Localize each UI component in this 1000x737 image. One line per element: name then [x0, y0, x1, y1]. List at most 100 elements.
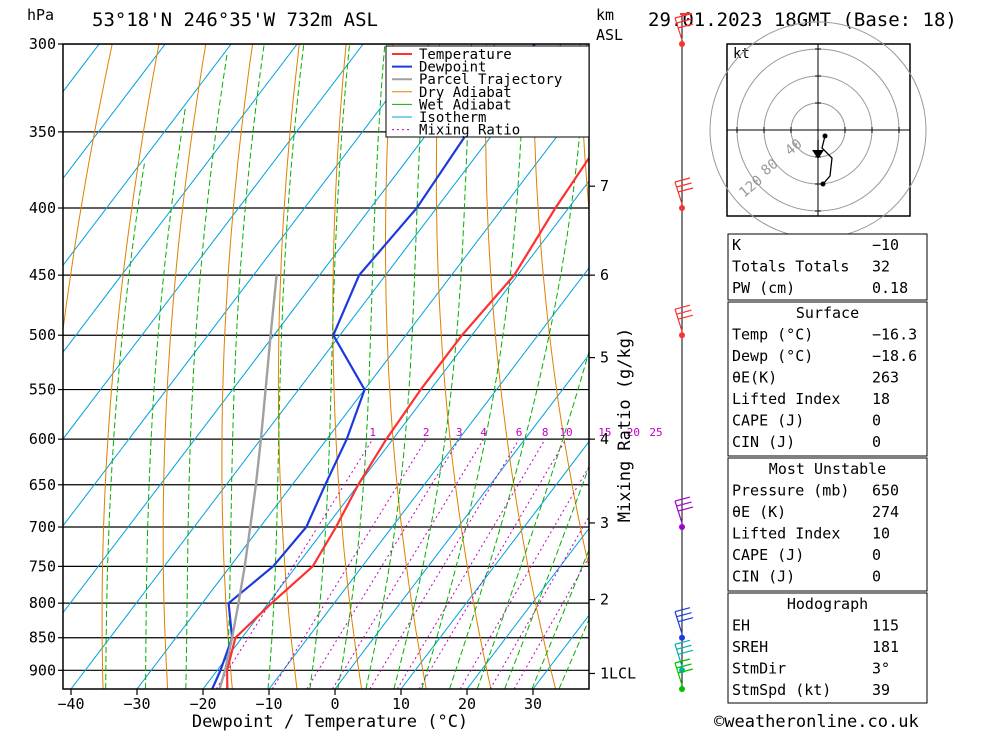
- dry-adiabat-line: [435, 44, 492, 689]
- mixing-ratio-line: [369, 438, 520, 689]
- pressure-tick-label: 300: [29, 35, 56, 53]
- wet-adiabat-line: [337, 44, 386, 689]
- legend-entry: Parcel Trajectory: [419, 72, 562, 88]
- legend-entry: Mixing Ratio: [419, 123, 520, 139]
- wind-barb-shaft: [674, 662, 683, 686]
- dry-adiabat-line: [162, 44, 207, 689]
- km-tick-label: 4: [600, 430, 609, 448]
- wind-barb-feather: [677, 314, 694, 320]
- wind-level-dot: [679, 332, 685, 339]
- mixing-ratio-label: 20: [627, 426, 640, 439]
- wind-barb-feather: [674, 304, 691, 310]
- isotherm-line: [334, 353, 589, 689]
- wind-barb-feather: [676, 644, 692, 650]
- copyright-text: ©weatheronline.co.uk: [714, 712, 919, 732]
- wet-adiabat-line: [309, 44, 351, 689]
- pressure-tick-label: 900: [29, 661, 56, 679]
- table-row-value: −10: [872, 236, 899, 254]
- wind-barb-feather: [676, 309, 692, 315]
- mixing-ratio-label: 15: [598, 426, 611, 439]
- dry-adiabat-line: [484, 44, 557, 689]
- temp-tick-label: 20: [458, 695, 476, 713]
- pressure-unit-label: hPa: [27, 6, 54, 24]
- legend-entry: Isotherm: [419, 110, 486, 126]
- wind-barb-feather: [676, 612, 692, 618]
- mixing-ratio-line: [271, 438, 427, 689]
- legend-entry: Dewpoint: [419, 60, 486, 76]
- mixing-ratio-label: 2: [423, 426, 430, 439]
- wet-adiabat-line: [267, 44, 305, 689]
- table-row-value: 0: [872, 568, 881, 586]
- dry-adiabat-line: [532, 44, 589, 570]
- table-row-value: 115: [872, 617, 899, 635]
- storm-motion-arrow: [812, 150, 824, 159]
- mixing-ratio-label: 25: [649, 426, 662, 439]
- asl-unit-label: ASL: [596, 26, 623, 44]
- legend-entry: Wet Adiabat: [419, 97, 512, 113]
- table-row-value: 0: [872, 412, 881, 430]
- temp-tick-label: −20: [189, 695, 216, 713]
- km-tick-label: 5: [600, 349, 609, 367]
- mixing-ratio-label: 6: [516, 426, 523, 439]
- mixing-ratio-label: 3: [456, 426, 463, 439]
- wind-barb-shaft: [674, 309, 683, 332]
- table-row-label: K: [732, 236, 741, 254]
- table-row-label: θE (K): [732, 503, 786, 521]
- isotherm-line: [70, 44, 562, 689]
- table-row-label: EH: [732, 617, 750, 635]
- pressure-tick-label: 400: [29, 199, 56, 217]
- table-row-label: CIN (J): [732, 433, 795, 451]
- location-title: 53°18'N 246°35'W 732m ASL: [92, 9, 378, 31]
- dry-adiabat-line: [385, 44, 427, 689]
- wind-barb-feather: [677, 506, 694, 512]
- table-row-value: 181: [872, 638, 899, 656]
- wind-level-dot: [679, 686, 685, 692]
- isotherm-line: [63, 44, 430, 527]
- wind-barb-feather: [674, 607, 691, 613]
- wet-adiabat-line: [393, 44, 473, 689]
- table-row-value: 263: [872, 369, 899, 387]
- temp-tick-label: 30: [524, 695, 542, 713]
- table-row-label: Temp (°C): [732, 326, 813, 344]
- mixing-ratio-line: [215, 438, 374, 689]
- dry-adiabat-line: [63, 44, 113, 334]
- table-row-value: −18.6: [872, 347, 917, 365]
- wind-barb-feather: [677, 668, 694, 674]
- table-section: [727, 233, 928, 301]
- table-row-label: StmSpd (kt): [732, 681, 831, 699]
- wind-barb-feather: [674, 658, 691, 664]
- temp-tick-label: 0: [330, 695, 339, 713]
- mixing-ratio-line: [306, 438, 460, 689]
- table-row-value: −16.3: [872, 326, 917, 344]
- wind-barb-feather: [674, 496, 691, 502]
- wind-barb-feather: [674, 639, 691, 645]
- profile-lines: [211, 44, 589, 689]
- wind-barb-feather: [677, 187, 694, 193]
- isotherm-line: [268, 267, 589, 689]
- table-row-label: SREH: [732, 638, 768, 656]
- dry-adiabat-line: [101, 44, 160, 689]
- wind-barb-feather: [676, 663, 692, 669]
- mixing-ratio-line: [459, 465, 589, 689]
- isotherm-line: [63, 44, 166, 180]
- wind-barb-feather: [674, 177, 691, 183]
- pressure-tick-label: 750: [29, 557, 56, 575]
- temp-tick-label: −40: [57, 695, 84, 713]
- hodograph-table-title: Hodograph: [787, 595, 868, 613]
- table-row-value: 3°: [872, 660, 890, 678]
- dry-adiabat-line: [221, 44, 254, 689]
- isotherm-line: [400, 440, 589, 689]
- isotherm-line: [466, 527, 589, 689]
- hodograph-trace: [821, 135, 833, 185]
- hodograph-point: [820, 181, 826, 187]
- km-tick-label: 6: [600, 266, 609, 284]
- legend-entry: Dry Adiabat: [419, 85, 512, 101]
- wet-adiabat-line: [185, 53, 228, 689]
- km-tick-label: 1LCL: [600, 664, 636, 682]
- surface-title: Surface: [796, 304, 859, 322]
- temperature-line: [225, 156, 589, 689]
- wind-level-dot: [679, 41, 685, 47]
- wet-adiabat-line: [226, 44, 265, 689]
- table-section: [727, 592, 928, 704]
